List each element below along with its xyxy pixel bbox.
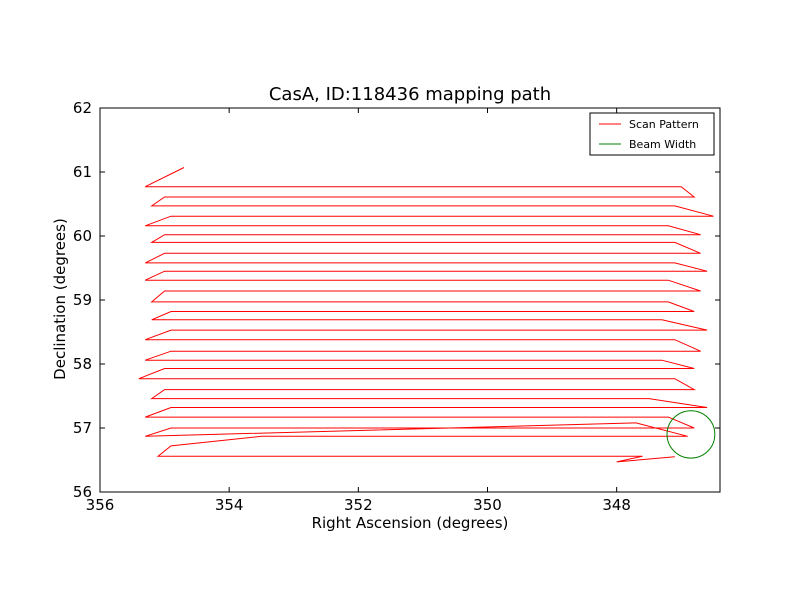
y-tick-label: 58: [73, 355, 92, 373]
x-tick-label: 352: [344, 496, 373, 514]
legend: Scan Pattern Beam Width: [589, 112, 715, 156]
scan-pattern-line: [138, 167, 714, 463]
chart-title: CasA, ID:118436 mapping path: [269, 84, 551, 105]
x-tick-label: 350: [473, 496, 502, 514]
x-tick-label: 348: [602, 496, 631, 514]
y-axis-label: Declination (degrees): [51, 218, 69, 380]
y-tick-label: 61: [73, 163, 92, 181]
y-tick-label: 57: [73, 419, 92, 437]
ticks-layer: 356 354 352 350 348 56 57 58 59 60 61 62: [73, 99, 720, 514]
plot-layer: [138, 167, 716, 463]
beam-width-circle: [666, 410, 716, 459]
y-tick-label: 56: [73, 483, 92, 501]
x-tick-label: 356: [86, 496, 115, 514]
x-axis-label: Right Ascension (degrees): [312, 514, 509, 532]
y-tick-label: 62: [73, 99, 92, 117]
x-tick-label: 354: [215, 496, 244, 514]
legend-label: Scan Pattern: [629, 118, 699, 131]
y-tick-label: 59: [73, 291, 92, 309]
y-tick-label: 60: [73, 227, 92, 245]
legend-box: [589, 112, 715, 156]
legend-label: Beam Width: [629, 138, 696, 151]
